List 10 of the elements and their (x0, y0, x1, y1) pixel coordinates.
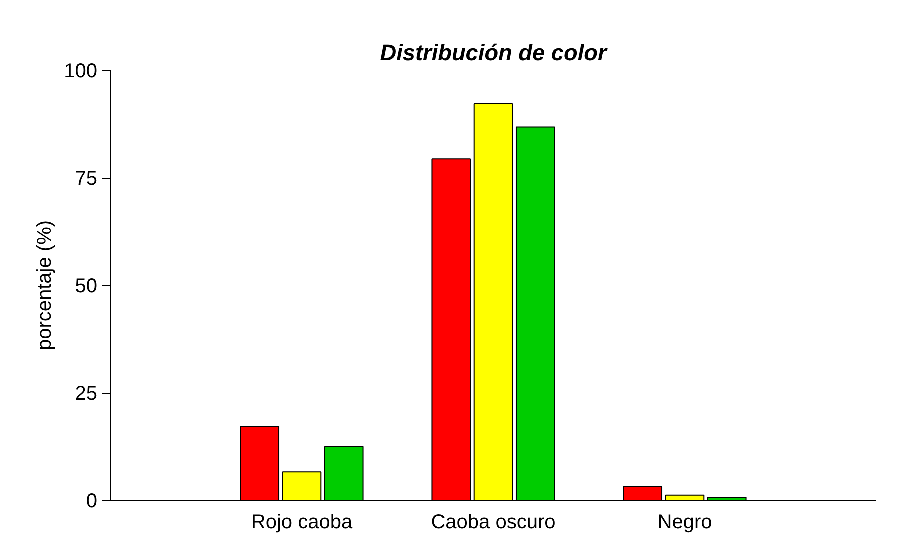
y-axis-title: porcentaje (%) (34, 220, 56, 351)
y-tick-label: 25 (75, 383, 98, 405)
y-tick-label: 0 (86, 490, 98, 512)
x-tick-label: Negro (658, 512, 712, 534)
y-tick-label: 75 (75, 168, 98, 190)
y-tick-label: 100 (64, 60, 98, 82)
chart-title: Distribución de color (380, 40, 608, 66)
x-tick-label: Caoba oscuro (431, 512, 556, 534)
y-tick-label: 50 (75, 276, 98, 298)
x-tick-label: Rojo caoba (251, 512, 354, 534)
